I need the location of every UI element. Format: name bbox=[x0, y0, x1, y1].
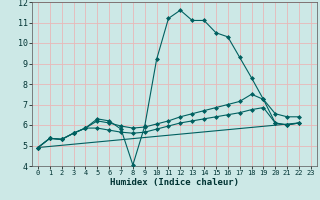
X-axis label: Humidex (Indice chaleur): Humidex (Indice chaleur) bbox=[110, 178, 239, 187]
